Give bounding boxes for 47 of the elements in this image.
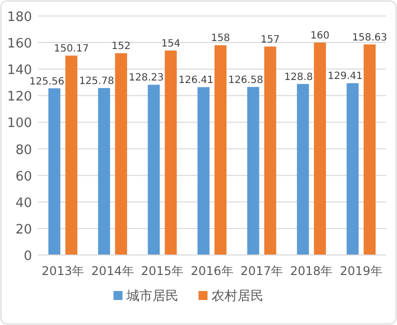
data-label: 126.58: [228, 74, 264, 86]
bar: [346, 83, 359, 255]
data-label: 150.17: [54, 44, 89, 55]
data-label: 129.41: [328, 71, 363, 82]
bar: [115, 53, 128, 255]
x-tick-label: 2014年: [91, 264, 134, 278]
y-tick-label: 0: [24, 249, 32, 264]
data-label: 125.56: [29, 76, 64, 88]
data-label: 126.41: [178, 75, 214, 86]
bar: [98, 88, 110, 255]
bar: [164, 50, 177, 255]
y-tick-label: 60: [15, 169, 32, 184]
data-label: 128.23: [128, 72, 164, 84]
x-tick-label: 2013年: [42, 264, 84, 278]
bar: [264, 46, 276, 255]
x-tick-label: 2015年: [141, 264, 184, 278]
y-tick-label: 180: [7, 10, 32, 25]
y-tick-label: 140: [7, 63, 32, 78]
bar: [48, 88, 60, 255]
y-tick-label: 100: [7, 116, 32, 132]
bar: [364, 44, 376, 255]
bar: [314, 42, 326, 255]
data-label: 158: [210, 33, 230, 44]
y-tick-label: 160: [7, 36, 32, 52]
bar: [148, 84, 160, 255]
bar: [296, 84, 309, 255]
data-label: 152: [112, 41, 131, 52]
legend-label: 城市居民: [126, 289, 178, 304]
bar: [65, 56, 78, 255]
data-label: 128.8: [284, 72, 313, 83]
x-tick-label: 2018年: [290, 264, 333, 278]
data-label: 160: [310, 30, 330, 42]
y-tick-label: 120: [7, 90, 32, 105]
x-tick-label: 2017年: [240, 264, 283, 278]
bar: [214, 45, 226, 255]
data-label: 125.78: [79, 76, 114, 87]
data-label: 158.63: [352, 32, 388, 44]
legend-label: 农村居民: [212, 289, 264, 304]
x-tick-label: 2016年: [190, 264, 234, 278]
bar: [247, 86, 260, 255]
y-tick-label: 80: [15, 142, 32, 158]
data-label: 154: [161, 38, 180, 50]
y-tick-label: 40: [15, 196, 32, 211]
data-label: 157: [260, 34, 280, 46]
y-tick-label: 20: [15, 222, 32, 238]
bar: [198, 87, 210, 255]
x-tick-label: 2019年: [340, 264, 382, 278]
